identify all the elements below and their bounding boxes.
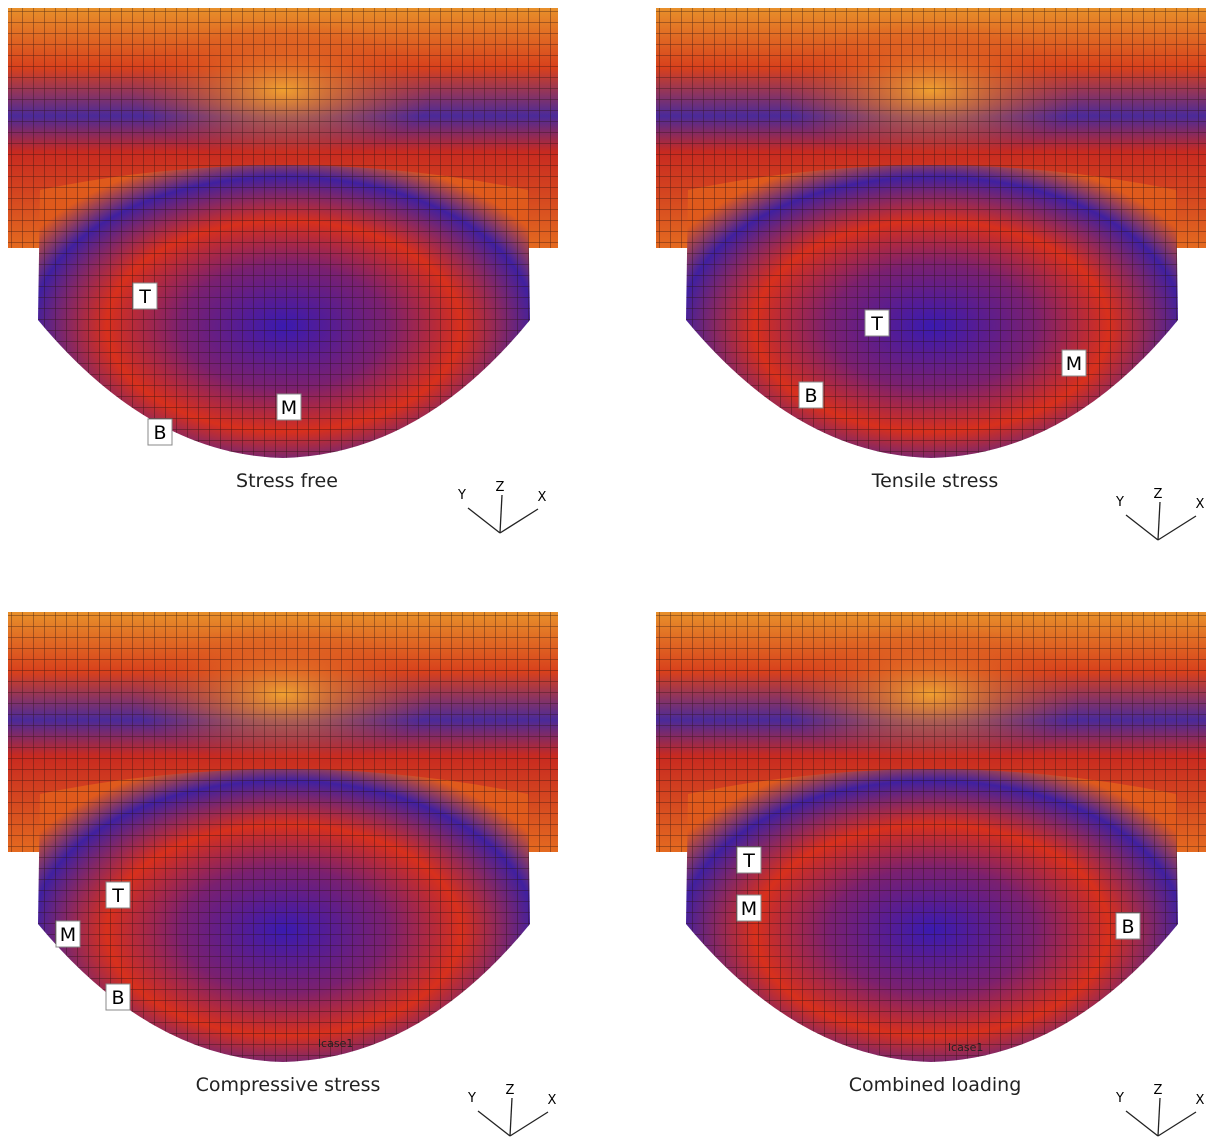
- marker-box: [276, 393, 302, 421]
- marker-label: T: [111, 885, 124, 907]
- caption: Stress free: [236, 470, 338, 492]
- mesh-image: [656, 8, 1206, 458]
- marker-box: [55, 920, 81, 948]
- marker-label: T: [742, 850, 755, 872]
- marker-box: [105, 983, 131, 1011]
- axis-line: [1157, 1097, 1161, 1137]
- axis-label: X: [538, 490, 547, 505]
- axis-line: [1157, 1111, 1197, 1137]
- mesh-image: [8, 8, 558, 458]
- mesh-image: [8, 612, 558, 1062]
- axis-label: X: [1196, 497, 1205, 512]
- axis-line: [499, 494, 503, 534]
- marker-box: [736, 846, 762, 874]
- axis-label: Z: [496, 480, 505, 495]
- axis-line: [467, 507, 501, 534]
- axis-line: [1125, 514, 1159, 541]
- caption: Combined loading: [849, 1074, 1022, 1096]
- axis-line: [1125, 1110, 1159, 1137]
- marker-label: B: [1121, 916, 1134, 938]
- axis-label: Z: [1154, 487, 1163, 502]
- bowl-mesh: [38, 165, 530, 458]
- marker-label: M: [60, 924, 76, 946]
- marker-box: [1061, 349, 1087, 377]
- axis-label: Z: [1154, 1083, 1163, 1098]
- axis-label: Z: [506, 1083, 515, 1098]
- marker-box: [1115, 912, 1141, 940]
- marker-box: [132, 282, 158, 310]
- bowl-mesh: [686, 769, 1178, 1062]
- bowl-mesh: [38, 769, 530, 1062]
- marker-box: [147, 418, 173, 446]
- load-label: lcase1: [948, 1041, 983, 1054]
- caption: Tensile stress: [871, 470, 999, 492]
- marker-box: [736, 894, 762, 922]
- panel: T M B Stress free Y Z X: [8, 8, 558, 534]
- marker-label: M: [1066, 353, 1082, 375]
- axis-line: [1157, 515, 1197, 541]
- marker-label: M: [741, 898, 757, 920]
- marker-label: M: [281, 397, 297, 419]
- axis-line: [477, 1110, 511, 1137]
- marker-box: [864, 309, 890, 337]
- axis-line: [509, 1111, 549, 1137]
- axis-label: Y: [467, 1091, 476, 1106]
- axis-label: Y: [457, 488, 466, 503]
- axis-label: X: [1196, 1093, 1205, 1108]
- panel: T M B Tensile stress Y Z X: [656, 8, 1206, 541]
- marker-label: B: [153, 422, 166, 444]
- marker-box: [105, 881, 131, 909]
- marker-box: [798, 381, 824, 409]
- load-label: lcase1: [318, 1037, 353, 1050]
- axis-label: X: [548, 1093, 557, 1108]
- axis-label: Y: [1115, 1091, 1124, 1106]
- marker-label: T: [138, 286, 151, 308]
- axis-line: [509, 1097, 513, 1137]
- bowl-mesh: [686, 165, 1178, 458]
- mesh-image: [656, 612, 1206, 1062]
- marker-label: B: [111, 987, 124, 1009]
- axis-line: [1157, 501, 1161, 541]
- marker-label: B: [804, 385, 817, 407]
- marker-label: T: [870, 313, 883, 335]
- axis-line: [499, 508, 539, 534]
- caption: Compressive stress: [196, 1074, 381, 1096]
- axis-label: Y: [1115, 495, 1124, 510]
